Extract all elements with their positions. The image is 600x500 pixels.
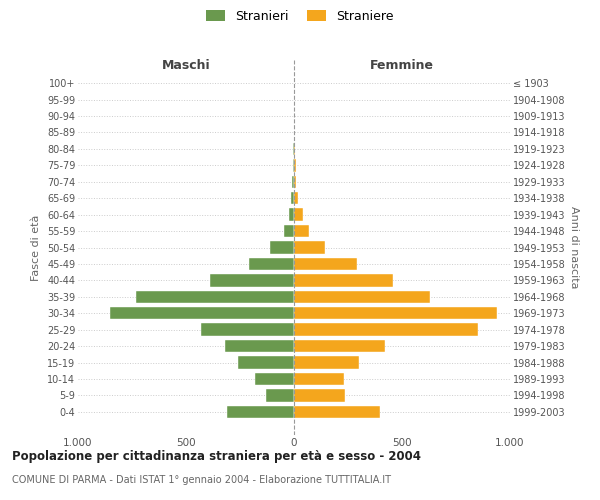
- Y-axis label: Anni di nascita: Anni di nascita: [569, 206, 580, 289]
- Bar: [248, 258, 294, 270]
- Bar: [266, 389, 294, 402]
- Bar: [294, 208, 302, 221]
- Bar: [294, 159, 296, 172]
- Bar: [294, 274, 394, 286]
- Bar: [294, 192, 298, 204]
- Bar: [294, 389, 345, 402]
- Bar: [225, 340, 294, 352]
- Bar: [289, 208, 294, 221]
- Bar: [210, 274, 294, 286]
- Bar: [284, 225, 294, 237]
- Text: Popolazione per cittadinanza straniera per età e sesso - 2004: Popolazione per cittadinanza straniera p…: [12, 450, 421, 463]
- Bar: [238, 356, 294, 368]
- Y-axis label: Fasce di età: Fasce di età: [31, 214, 41, 280]
- Bar: [293, 159, 294, 172]
- Bar: [292, 176, 294, 188]
- Bar: [294, 406, 380, 418]
- Bar: [294, 225, 309, 237]
- Text: Femmine: Femmine: [370, 58, 434, 71]
- Legend: Stranieri, Straniere: Stranieri, Straniere: [203, 6, 397, 26]
- Text: COMUNE DI PARMA - Dati ISTAT 1° gennaio 2004 - Elaborazione TUTTITALIA.IT: COMUNE DI PARMA - Dati ISTAT 1° gennaio …: [12, 475, 391, 485]
- Bar: [294, 340, 385, 352]
- Bar: [227, 406, 294, 418]
- Bar: [294, 373, 344, 385]
- Bar: [270, 242, 294, 254]
- Bar: [294, 307, 497, 320]
- Bar: [255, 373, 294, 385]
- Bar: [294, 143, 295, 155]
- Bar: [294, 324, 478, 336]
- Bar: [294, 290, 430, 303]
- Bar: [136, 290, 294, 303]
- Bar: [110, 307, 294, 320]
- Bar: [293, 143, 294, 155]
- Text: Maschi: Maschi: [161, 58, 211, 71]
- Bar: [294, 242, 325, 254]
- Bar: [292, 192, 294, 204]
- Bar: [201, 324, 294, 336]
- Bar: [294, 258, 356, 270]
- Bar: [294, 356, 359, 368]
- Bar: [294, 176, 296, 188]
